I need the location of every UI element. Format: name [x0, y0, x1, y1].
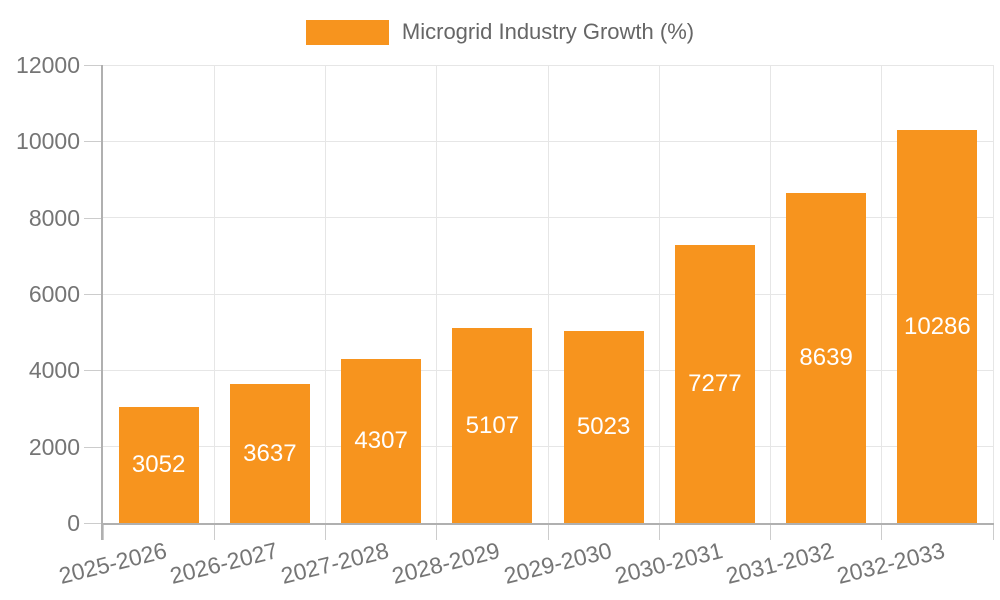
- x-axis-tick: [770, 525, 771, 540]
- x-axis-tick: [102, 525, 104, 540]
- y-tick-label: 6000: [28, 281, 80, 307]
- bar-value-label: 5107: [465, 411, 520, 439]
- y-tick-label: 8000: [28, 204, 80, 231]
- gridline: [213, 65, 215, 523]
- gridline: [325, 65, 326, 523]
- gridline: [658, 65, 660, 523]
- y-axis-tick: [84, 141, 102, 143]
- y-axis-tick: [84, 217, 102, 219]
- bar[interactable]: 5107: [452, 328, 533, 523]
- bar[interactable]: 8639: [786, 193, 867, 523]
- y-axis-tick: [84, 65, 102, 66]
- x-axis-tick: [325, 525, 326, 540]
- x-axis-tick: [547, 525, 549, 540]
- bar-value-label: 8639: [799, 344, 853, 372]
- y-tick-label: 4000: [28, 357, 80, 384]
- gridline: [992, 65, 994, 523]
- y-axis-tick: [84, 523, 102, 524]
- y-axis-tick: [84, 446, 102, 448]
- x-axis-line: [101, 523, 994, 525]
- bar[interactable]: 5023: [563, 331, 644, 523]
- bar-value-label: 4307: [354, 426, 408, 454]
- gridline: [770, 65, 771, 523]
- bar-value-label: 3052: [131, 450, 186, 478]
- x-axis-tick: [881, 525, 883, 540]
- bar[interactable]: 4307: [341, 358, 422, 523]
- bar-value-label: 5023: [576, 413, 631, 441]
- legend-label: Microgrid Industry Growth (%): [401, 19, 695, 44]
- bar-value-label: 7277: [688, 370, 742, 398]
- y-tick-label: 10000: [16, 128, 80, 155]
- y-tick-label: 0: [67, 510, 80, 536]
- x-axis-tick: [213, 525, 215, 540]
- bar[interactable]: 7277: [674, 245, 755, 523]
- y-tick-label: 12000: [16, 52, 80, 78]
- bar[interactable]: 10286: [897, 130, 978, 523]
- gridline: [881, 65, 883, 523]
- x-axis-tick: [658, 525, 660, 540]
- legend[interactable]: Microgrid Industry Growth (%): [0, 19, 1000, 45]
- legend-swatch: [305, 19, 389, 45]
- y-axis-tick: [84, 370, 102, 372]
- bar-value-label: 3637: [243, 439, 297, 467]
- bar[interactable]: 3052: [118, 406, 199, 523]
- x-axis-tick: [436, 525, 438, 540]
- y-tick-label: 2000: [28, 433, 80, 460]
- bar-value-label: 10286: [904, 312, 971, 340]
- bar[interactable]: 3637: [229, 384, 310, 523]
- x-axis-tick: [992, 525, 994, 540]
- y-axis-tick: [84, 294, 102, 295]
- y-axis-line: [101, 65, 103, 540]
- gridline: [436, 65, 438, 523]
- gridline: [547, 65, 549, 523]
